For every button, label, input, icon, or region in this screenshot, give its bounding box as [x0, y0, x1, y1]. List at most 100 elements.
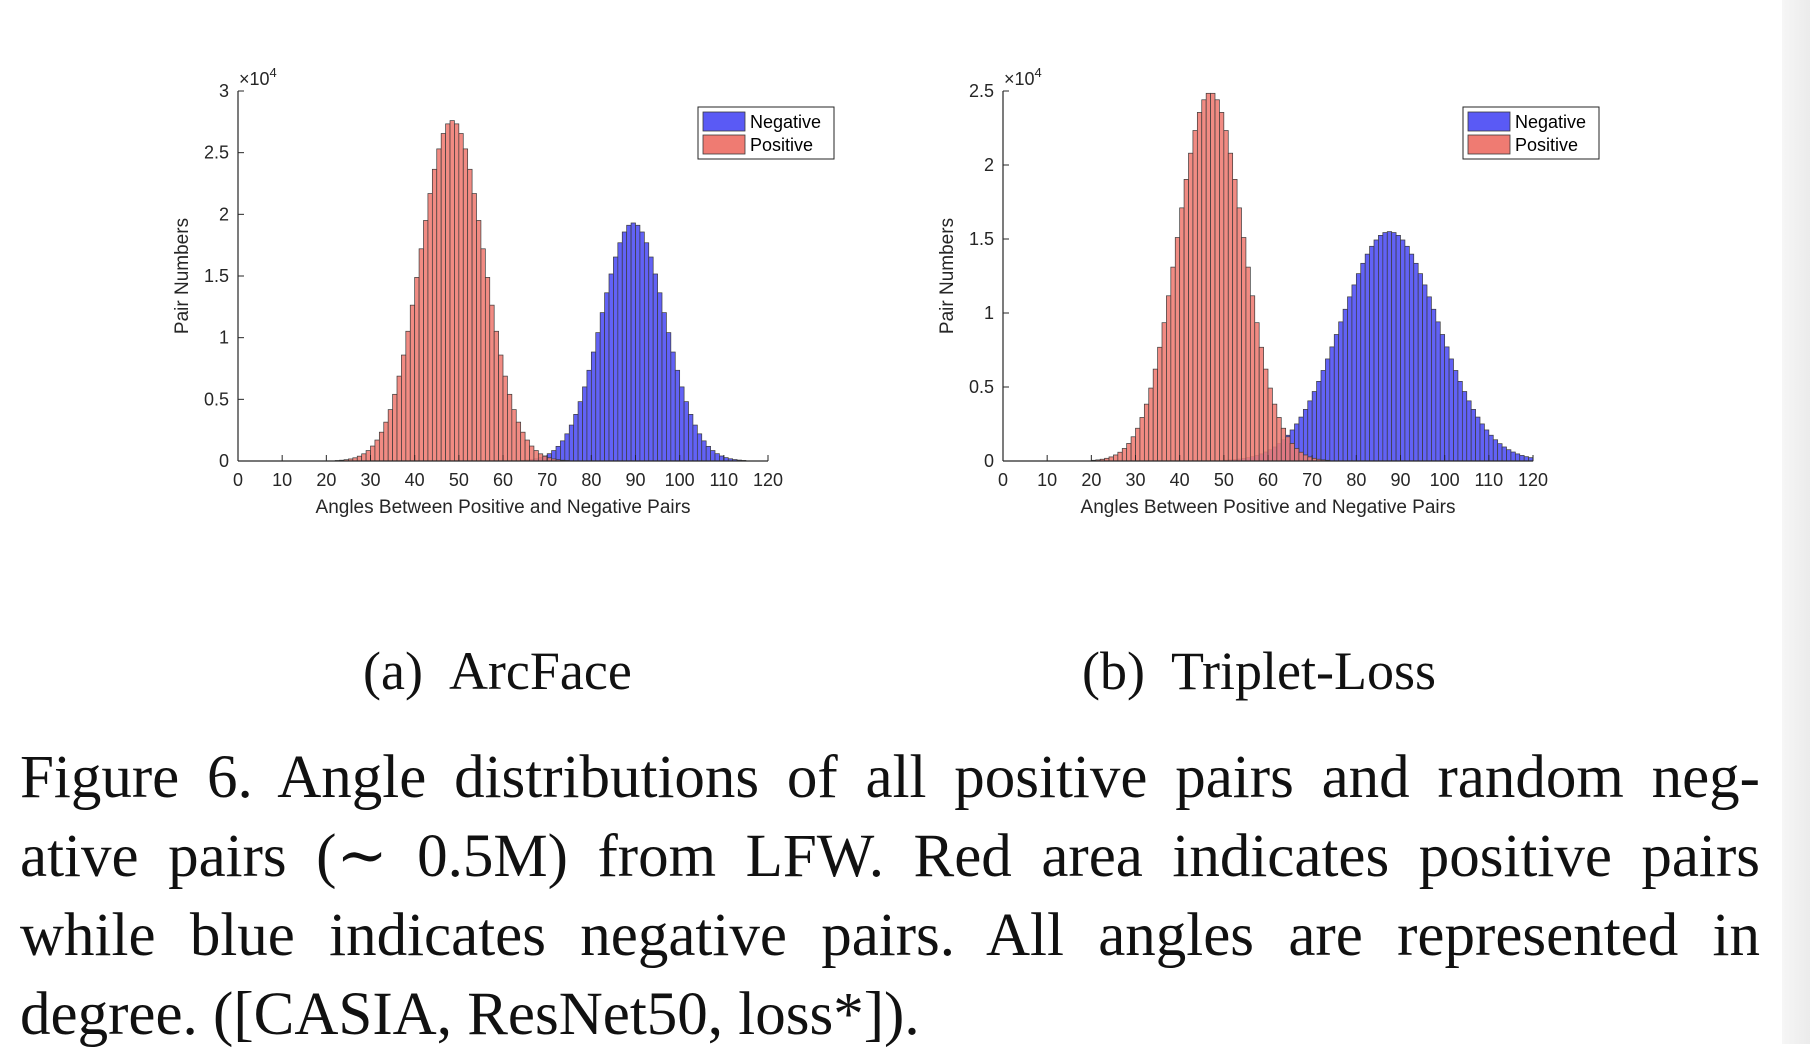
positive-bar [542, 455, 548, 462]
negative-bar [1395, 235, 1401, 462]
y-tick-label: 1.5 [969, 229, 994, 249]
x-tick-label: 30 [360, 470, 380, 490]
positive-bar [1152, 368, 1158, 462]
caption-line-4: degree. ([CASIA, ResNet50, loss*]). [20, 981, 920, 1048]
positive-bar [1289, 443, 1295, 462]
positive-bar [502, 375, 508, 462]
positive-bar [387, 409, 393, 462]
negative-bar [657, 292, 663, 462]
x-tick-label: 60 [493, 470, 513, 490]
negative-bar [1333, 334, 1340, 462]
negative-bar [1426, 296, 1432, 462]
positive-bar [383, 421, 389, 462]
positive-bar [533, 450, 539, 462]
positive-bar [507, 393, 513, 462]
negative-bar [582, 386, 588, 462]
negative-bar [599, 312, 605, 462]
x-tick-label: 0 [233, 470, 243, 490]
positive-bar [409, 304, 416, 462]
positive-bar [378, 431, 385, 462]
positive-bar [476, 220, 482, 462]
y-tick-label: 2.5 [204, 143, 229, 163]
negative-bar [617, 242, 623, 462]
positive-bar [361, 453, 367, 462]
negative-bar [1488, 434, 1494, 462]
negative-bar [564, 433, 570, 462]
negative-bar [560, 440, 566, 462]
x-axis-label: Angles Between Positive and Negative Pai… [316, 497, 691, 518]
y-tick-label: 2 [984, 155, 994, 175]
negative-bar [1506, 449, 1512, 462]
negative-bar [1457, 381, 1463, 462]
positive-bar [1263, 368, 1269, 462]
x-tick-label: 80 [1346, 470, 1366, 490]
positive-bar [524, 439, 530, 462]
subcaption-b-name: Triplet-Loss [1170, 641, 1437, 701]
x-tick-label: 120 [1518, 470, 1548, 490]
y-axis-label: Pair Numbers [172, 218, 193, 334]
subcaption-a-label: (a) [363, 641, 423, 701]
negative-bar [661, 312, 667, 462]
chart-arcface: 0 10 20 30 40 50 60 70 80 90 100 110 120 0 0.5 1 1.5 2 2.5… [172, 65, 835, 518]
positive-bar [405, 330, 411, 462]
positive-bar [1161, 322, 1167, 462]
negative-bar [586, 369, 592, 462]
negative-bar [1369, 245, 1375, 462]
negative-bar [1325, 358, 1331, 462]
legend-swatch-negative [702, 111, 746, 132]
negative-bar [1360, 262, 1366, 462]
positive-bar [1205, 92, 1211, 462]
negative-bar [1342, 308, 1348, 462]
negative-bar [1519, 455, 1525, 462]
y-tick-label: 0 [219, 451, 229, 471]
positive-bar [1280, 427, 1287, 462]
positive-bar [1276, 417, 1282, 462]
negative-bar [577, 401, 583, 462]
negative-bar [683, 401, 689, 462]
x-tick-label: 50 [1214, 470, 1234, 490]
positive-bar [1113, 454, 1119, 462]
x-tick-label: 40 [1170, 470, 1190, 490]
x-tick-label: 90 [1390, 470, 1410, 490]
x-tick-label: 120 [753, 470, 783, 490]
negative-bar [1355, 273, 1362, 462]
subcaption-a: (a) ArcFace [363, 640, 632, 702]
legend-swatch-positive [702, 134, 746, 155]
negative-bar [1378, 235, 1384, 462]
negative-bar [1514, 453, 1521, 462]
positive-bar [1188, 152, 1194, 462]
negative-bar [1470, 409, 1476, 462]
negative-bar [1461, 391, 1468, 462]
positive-bar [370, 445, 376, 462]
positive-bar [1135, 427, 1141, 462]
positive-bar [1121, 448, 1128, 462]
x-tick-label: 100 [1430, 470, 1460, 490]
positive-bar [1166, 295, 1172, 462]
positive-bar [1302, 454, 1309, 462]
x-tick-label: 60 [1258, 470, 1278, 490]
positive-bar [493, 330, 499, 462]
y-exponent-label: ×104 [1004, 65, 1042, 89]
negative-bar [1422, 284, 1428, 462]
positive-bar [1294, 448, 1300, 462]
y-tick-label: 2 [219, 204, 229, 224]
x-tick-label: 70 [1302, 470, 1322, 490]
legend-label-positive: Positive [1515, 135, 1578, 155]
negative-bar [1413, 262, 1419, 462]
negative-bar [688, 414, 694, 462]
positive-bar [498, 354, 504, 462]
negative-bar [1448, 358, 1454, 462]
positive-bar [1227, 152, 1234, 462]
negative-bar [1382, 232, 1388, 462]
positive-bar [1108, 456, 1114, 462]
negative-bar [1431, 308, 1437, 462]
negative-bar [1351, 284, 1357, 462]
y-tick-label: 0.5 [204, 389, 229, 409]
positive-bar [449, 120, 455, 462]
positive-bar [431, 168, 438, 462]
x-tick-label: 30 [1125, 470, 1145, 490]
negative-bar [1307, 400, 1313, 462]
legend: Negative Positive [697, 106, 835, 160]
negative-bar [1479, 423, 1485, 462]
positive-bar [423, 220, 429, 462]
